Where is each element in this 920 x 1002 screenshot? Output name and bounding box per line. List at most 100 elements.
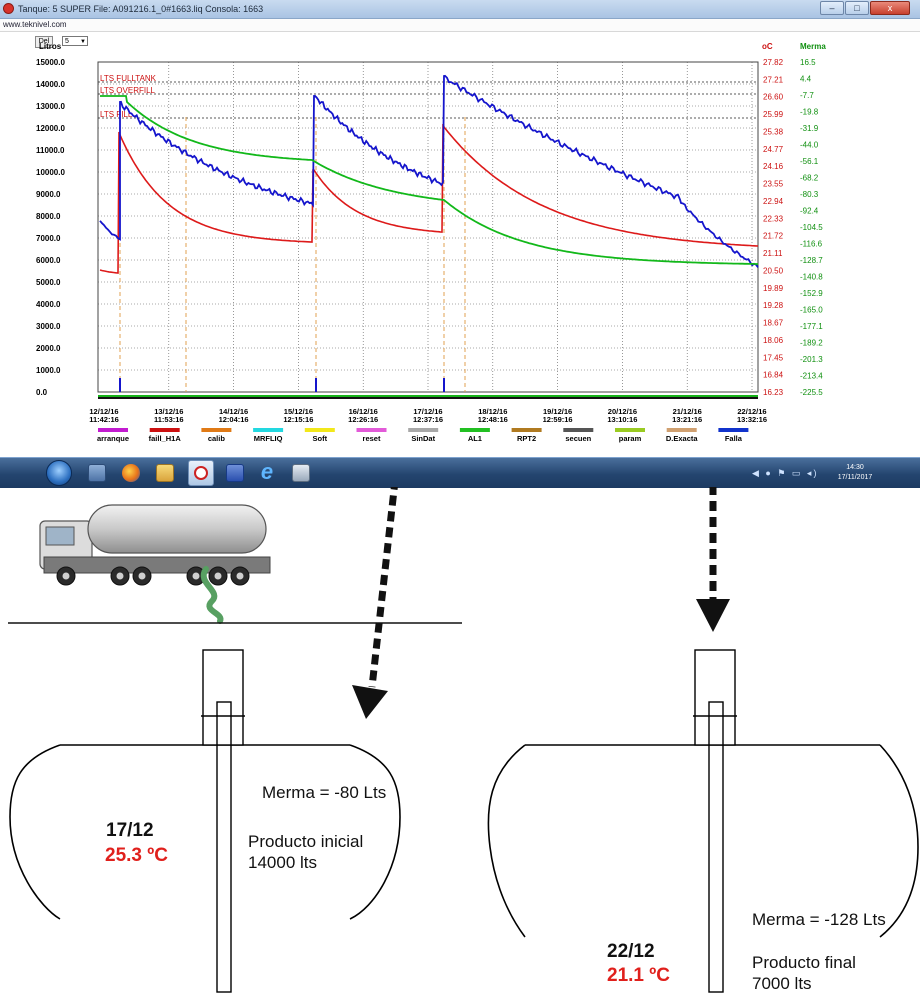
- legend-swatch: [563, 428, 594, 432]
- merma-axis-header: Merma: [800, 42, 826, 51]
- internet-explorer-icon[interactable]: e: [260, 459, 274, 484]
- merma-tick-label: -201.3: [800, 355, 823, 364]
- x-tick-date: 16/12/16: [349, 407, 378, 416]
- calculator-icon[interactable]: [88, 464, 106, 482]
- final-date-label: 22/12: [607, 941, 655, 962]
- event-marker: [315, 378, 317, 392]
- x-tick-time: 12:26:16: [348, 415, 378, 424]
- temp-tick-label: 16.23: [763, 388, 784, 397]
- start-button[interactable]: [46, 460, 72, 486]
- legend-item-label: MRFLIQ: [254, 434, 283, 443]
- merma-tick-label: -92.4: [800, 207, 819, 216]
- legend-swatch: [304, 428, 335, 432]
- clock-time: 14:30: [846, 464, 864, 471]
- legend-swatch: [149, 428, 180, 432]
- temp-tick-label: 16.84: [763, 371, 784, 380]
- initial-temp-label: 25.3 ºC: [105, 845, 168, 866]
- arrow-to-initial-tank: [352, 487, 398, 719]
- temp-tick-label: 22.33: [763, 214, 784, 223]
- tank-chart-panel: Del 5 ▼ Litros oC Merma 15000.0 14000.0 13000…: [0, 32, 920, 457]
- merma-tick-label: -165.0: [800, 306, 823, 315]
- x-tick-time: 13:32:16: [737, 415, 767, 424]
- merma-tick-label: -152.9: [800, 289, 823, 298]
- y-tick-label: 11000.0: [36, 146, 65, 155]
- x-tick-time: 11:42:16: [89, 415, 119, 424]
- close-button[interactable]: x: [870, 1, 910, 15]
- initial-merma-label: Merma = -80 Lts: [262, 783, 387, 802]
- x-tick-date: 19/12/16: [543, 407, 572, 416]
- initial-product-line2: 14000 lts: [248, 853, 317, 872]
- x-tick-time: 13:10:16: [607, 415, 637, 424]
- tank-diagram: [8, 487, 919, 993]
- firefox-icon[interactable]: [122, 464, 140, 482]
- x-tick-date: 15/12/16: [284, 407, 313, 416]
- y-tick-label: 0.0: [36, 388, 48, 397]
- y-axis-unit-label: Litros: [39, 42, 62, 51]
- legend-item-label: arranque: [97, 434, 129, 443]
- window-title: Tanque: 5 SUPER File: A091216.1_0#1663.l…: [18, 4, 264, 14]
- x-tick-date: 12/12/16: [89, 407, 118, 416]
- arrow-to-final-tank: [696, 487, 730, 632]
- merma-tick-label: 16.5: [800, 58, 816, 67]
- maximize-button[interactable]: □: [845, 1, 869, 15]
- tanker-truck-icon: [32, 502, 276, 624]
- merma-tick-label: 4.4: [800, 75, 812, 84]
- temp-tick-label: 24.16: [763, 162, 784, 171]
- event-marker: [443, 378, 445, 392]
- merma-tick-label: -44.0: [800, 141, 819, 150]
- temp-tick-label: 18.67: [763, 319, 784, 328]
- y-tick-label: 3000.0: [36, 322, 61, 331]
- temp-tick-label: 23.55: [763, 180, 784, 189]
- tank-select[interactable]: 5 ▼: [62, 36, 88, 46]
- gauge-app-icon[interactable]: [188, 460, 214, 486]
- temp-tick-label: 25.99: [763, 110, 784, 119]
- taskbar: e ◀ ● ⚑ ▭ ◂) 14:30 17/11/2017: [0, 457, 920, 488]
- ref-line-label: LTS FULLTANK: [100, 74, 157, 83]
- temp-tick-label: 17.45: [763, 353, 784, 362]
- merma-tick-label: -116.6: [800, 240, 823, 249]
- legend-swatch: [718, 428, 749, 432]
- y-tick-label: 2000.0: [36, 344, 61, 353]
- x-tick-time: 12:15:16: [283, 415, 313, 424]
- merma-tick-label: -80.3: [800, 190, 819, 199]
- notes-app-icon[interactable]: [292, 464, 310, 482]
- final-temp-label: 21.1 ºC: [607, 965, 670, 986]
- y-tick-label: 9000.0: [36, 190, 61, 199]
- merma-tick-label: -177.1: [800, 322, 823, 331]
- temp-tick-label: 27.82: [763, 58, 784, 67]
- legend-item-label: AL1: [468, 434, 482, 443]
- url-label: www.teknivel.com: [0, 19, 920, 32]
- trend-chart: Litros oC Merma 15000.0 14000.0 13000.0 12000.…: [36, 42, 826, 443]
- legend-swatch: [511, 428, 542, 432]
- legend-item-label: param: [619, 434, 642, 443]
- taskbar-clock[interactable]: 14:30 17/11/2017: [830, 463, 880, 483]
- temp-tick-label: 24.77: [763, 145, 784, 154]
- x-tick-time: 12:37:16: [413, 415, 443, 424]
- x-tick-date: 17/12/16: [413, 407, 442, 416]
- x-tick-date: 14/12/16: [219, 407, 248, 416]
- legend-swatch: [459, 428, 490, 432]
- y-tick-label: 1000.0: [36, 366, 61, 375]
- y-tick-label: 14000.0: [36, 80, 65, 89]
- event-marker: [119, 378, 121, 392]
- temp-tick-label: 19.89: [763, 284, 784, 293]
- legend-item-label: reset: [363, 434, 381, 443]
- x-tick-date: 18/12/16: [478, 407, 507, 416]
- temp-tick-label: 21.11: [763, 249, 783, 258]
- legend-item-label: calib: [208, 434, 226, 443]
- floppy-save-icon[interactable]: [226, 464, 244, 482]
- legend-item-label: Soft: [313, 434, 328, 443]
- temperature-series-line: [99, 123, 759, 274]
- final-product-line1: Producto final: [752, 953, 856, 972]
- temp-tick-label: 25.38: [763, 127, 784, 136]
- del-button[interactable]: Del: [35, 36, 53, 48]
- x-tick-date: 22/12/16: [737, 407, 766, 416]
- window-titlebar: Tanque: 5 SUPER File: A091216.1_0#1663.l…: [0, 0, 920, 19]
- merma-tick-label: -68.2: [800, 174, 819, 183]
- legend-item-label: Falla: [725, 434, 743, 443]
- temp-tick-label: 19.28: [763, 301, 784, 310]
- folder-icon[interactable]: [156, 464, 174, 482]
- system-tray-icons[interactable]: ◀ ● ⚑ ▭ ◂): [752, 468, 819, 478]
- y-tick-label: 15000.0: [36, 58, 65, 67]
- minimize-button[interactable]: ‒: [820, 1, 844, 15]
